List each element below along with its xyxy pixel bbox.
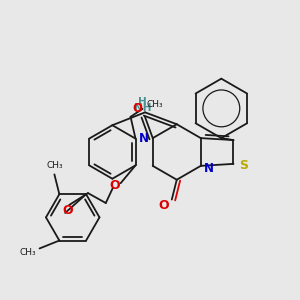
Text: O: O [63, 204, 74, 218]
Text: CH₃: CH₃ [146, 100, 163, 109]
Text: NH: NH [134, 103, 152, 113]
Text: O: O [159, 199, 169, 212]
Text: O: O [133, 102, 142, 116]
Text: N: N [139, 132, 149, 145]
Text: CH₃: CH₃ [19, 248, 36, 257]
Text: S: S [239, 159, 248, 172]
Text: CH₃: CH₃ [46, 161, 63, 170]
Text: H: H [138, 98, 146, 107]
Text: N: N [204, 162, 214, 175]
Text: O: O [110, 179, 120, 192]
